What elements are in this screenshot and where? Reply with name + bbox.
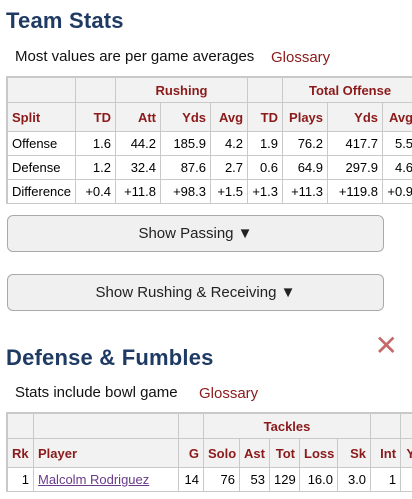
group-header-empty xyxy=(178,413,204,439)
defense-table: Tackles Rk Player G Solo Ast Tot Loss Sk… xyxy=(6,412,412,492)
column-header[interactable]: Yd xyxy=(400,438,412,468)
column-header[interactable]: Yds xyxy=(327,102,384,132)
group-header-empty xyxy=(370,413,402,439)
column-header[interactable]: Avg xyxy=(382,102,412,132)
table-cell: +0.9 xyxy=(382,179,412,204)
column-header[interactable]: G xyxy=(178,438,204,468)
column-header[interactable]: Loss xyxy=(299,438,338,468)
show-rushing-receiving-button[interactable]: Show Rushing & Receiving ▼ xyxy=(7,274,384,311)
table-cell: 53 xyxy=(239,467,270,492)
group-header-total-offense: Total Offense xyxy=(282,77,412,103)
group-header-rushing: Rushing xyxy=(114,77,249,103)
group-header-empty xyxy=(400,413,412,439)
close-icon[interactable]: ✕ xyxy=(374,330,398,361)
table-cell: Difference xyxy=(7,179,76,204)
group-header-empty xyxy=(7,77,76,103)
table-cell: 64.9 xyxy=(282,155,329,180)
table-cell: 1 xyxy=(400,467,412,492)
column-header[interactable]: Player xyxy=(33,438,179,468)
table-cell: 4.2 xyxy=(209,131,249,156)
table-row: 1 Malcolm Rodriguez 14 76 53 129 16.0 3.… xyxy=(7,467,412,492)
table-cell: 76 xyxy=(203,467,240,492)
table-cell: 1.2 xyxy=(75,155,116,180)
table-cell: 1 xyxy=(370,467,402,492)
table-cell: 87.6 xyxy=(160,155,211,180)
team-stats-note: Most values are per game averages xyxy=(15,48,255,65)
show-passing-button[interactable]: Show Passing ▼ xyxy=(7,215,384,252)
table-cell: +11.8 xyxy=(115,179,161,204)
column-header[interactable]: TD xyxy=(247,102,284,132)
column-header[interactable]: Plays xyxy=(282,102,329,132)
player-link[interactable]: Malcolm Rodriguez xyxy=(38,472,150,487)
column-header[interactable]: Rk xyxy=(7,438,34,468)
table-cell: Defense xyxy=(7,155,76,180)
column-header[interactable]: Avg xyxy=(209,102,249,132)
table-cell: 14 xyxy=(178,467,204,492)
defense-note: Stats include bowl game xyxy=(15,384,178,401)
table-row: Defense 1.2 32.4 87.6 2.7 0.6 64.9 297.9… xyxy=(7,155,412,180)
table-cell: +98.3 xyxy=(160,179,211,204)
table-cell: 1 xyxy=(7,467,34,492)
group-header-empty xyxy=(247,77,284,103)
table-cell: 3.0 xyxy=(336,467,372,492)
defense-fumbles-title: Defense & Fumbles xyxy=(6,345,214,370)
table-cell: +11.3 xyxy=(282,179,329,204)
table-row: Difference +0.4 +11.8 +98.3 +1.5 +1.3 +1… xyxy=(7,179,412,204)
column-header[interactable]: Split xyxy=(7,102,76,132)
table-row: Offense 1.6 44.2 185.9 4.2 1.9 76.2 417.… xyxy=(7,131,412,156)
table-cell: 0.6 xyxy=(247,155,284,180)
table-cell: 4.6 xyxy=(382,155,412,180)
table-cell: 2.7 xyxy=(209,155,249,180)
group-header-empty xyxy=(7,413,34,439)
column-header[interactable]: Yds xyxy=(160,102,211,132)
column-header[interactable]: Sk xyxy=(336,438,372,468)
team-stats-title: Team Stats xyxy=(6,8,124,33)
team-stats-glossary-link[interactable]: Glossary xyxy=(271,49,331,66)
table-cell: +1.5 xyxy=(209,179,249,204)
table-cell: Offense xyxy=(7,131,76,156)
table-cell: +119.8 xyxy=(327,179,384,204)
column-header[interactable]: Att xyxy=(115,102,161,132)
table-cell: 417.7 xyxy=(327,131,384,156)
column-header[interactable]: TD xyxy=(75,102,116,132)
group-header-empty xyxy=(33,413,179,439)
table-cell: 76.2 xyxy=(282,131,329,156)
column-header[interactable]: Tot xyxy=(269,438,300,468)
table-cell: 1.6 xyxy=(75,131,116,156)
table-cell: +1.3 xyxy=(247,179,284,204)
table-cell: 32.4 xyxy=(115,155,161,180)
table-cell: 297.9 xyxy=(327,155,384,180)
table-cell: 5.5 xyxy=(382,131,412,156)
column-header[interactable]: Solo xyxy=(203,438,240,468)
table-cell: 44.2 xyxy=(115,131,161,156)
defense-glossary-link[interactable]: Glossary xyxy=(199,385,259,402)
group-header-tackles: Tackles xyxy=(202,413,372,439)
table-cell: 185.9 xyxy=(160,131,211,156)
table-cell: Malcolm Rodriguez xyxy=(33,467,179,492)
table-cell: 1.9 xyxy=(247,131,284,156)
table-cell: +0.4 xyxy=(75,179,116,204)
column-header[interactable]: Ast xyxy=(239,438,270,468)
team-stats-table: Rushing Total Offense Split TD Att Yds A… xyxy=(6,76,412,204)
group-header-empty xyxy=(75,77,116,103)
column-header[interactable]: Int xyxy=(370,438,402,468)
table-cell: 129 xyxy=(269,467,300,492)
table-cell: 16.0 xyxy=(299,467,338,492)
